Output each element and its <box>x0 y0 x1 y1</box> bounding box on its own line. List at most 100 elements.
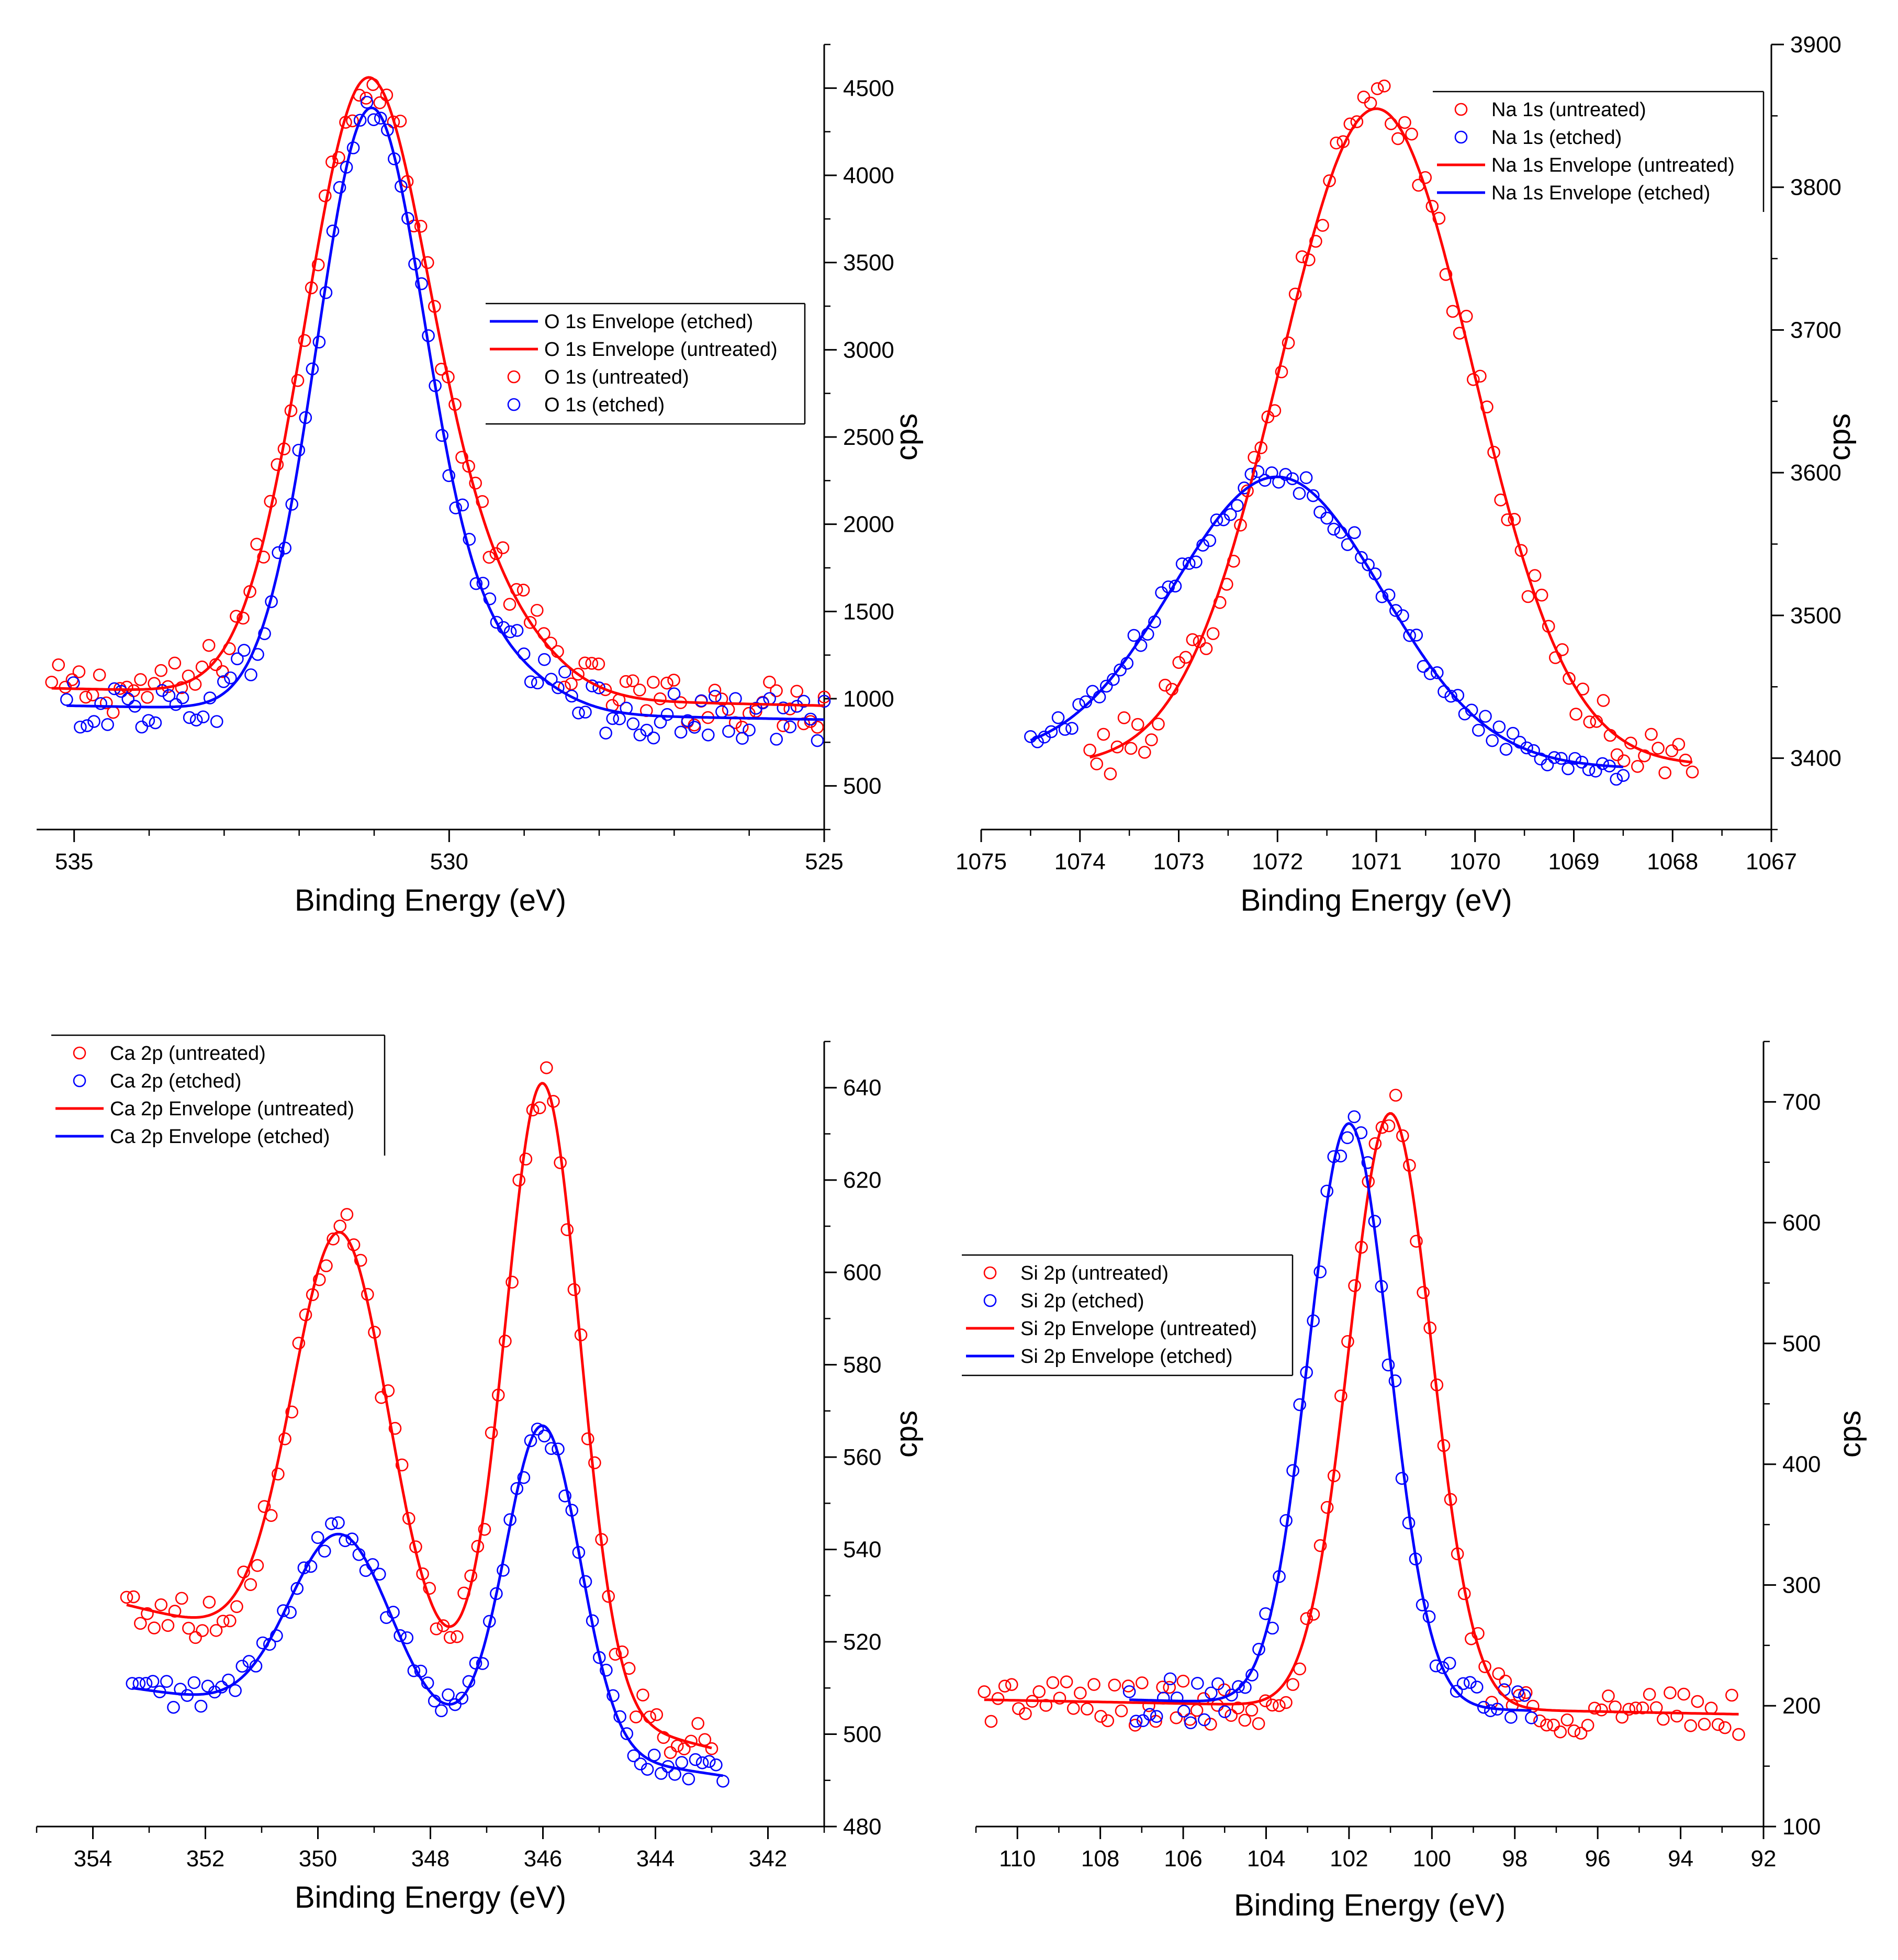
data-point <box>81 719 94 732</box>
data-point <box>209 1624 223 1637</box>
series-line-si2p_untreated <box>984 1112 1739 1716</box>
data-point <box>1211 1677 1225 1690</box>
legend-entry-label: Ca 2p (etched) <box>110 1070 241 1092</box>
data-point <box>395 1458 409 1472</box>
legend-entry-label: Na 1s (etched) <box>1491 127 1622 149</box>
chart-o1s: 535 530 525 500 1000 1500 2000 2500 3000 3500 4000… <box>37 43 924 917</box>
data-point <box>1039 1699 1053 1712</box>
data-point <box>244 668 257 681</box>
legend-entry-label: O 1s (untreated) <box>544 366 689 388</box>
y-axis-title: cps <box>1823 413 1857 461</box>
data-point <box>636 1688 649 1701</box>
data-point <box>237 611 250 625</box>
data-point <box>45 676 58 689</box>
data-point <box>1107 673 1120 686</box>
data-point <box>1273 1699 1286 1712</box>
data-point <box>537 1429 551 1443</box>
series-line-na1s_untreated <box>1090 107 1693 764</box>
data-point <box>1658 766 1671 779</box>
data-point <box>1163 1672 1177 1686</box>
data-point <box>367 113 380 126</box>
data-point <box>681 714 694 727</box>
series-points-si2p_untreated <box>978 1089 1745 1741</box>
data-point <box>149 716 162 730</box>
data-point <box>1330 136 1343 150</box>
data-point <box>1115 1704 1128 1718</box>
data-point <box>1492 720 1506 734</box>
data-point <box>1189 555 1203 568</box>
data-point <box>1205 1686 1218 1700</box>
data-point <box>674 725 688 739</box>
data-point <box>231 652 244 666</box>
series-line-ca2p_untreated <box>126 1082 712 1750</box>
legend-entry-label: Si 2p (etched) <box>1020 1290 1144 1312</box>
y-tick-label: 3600 <box>1790 460 1841 486</box>
data-point <box>312 1273 326 1286</box>
y-tick-label: 520 <box>843 1629 881 1655</box>
data-point <box>678 1742 691 1755</box>
data-point <box>1032 1685 1046 1698</box>
data-point <box>701 729 715 742</box>
data-point <box>1377 80 1391 93</box>
data-point <box>1286 1678 1299 1691</box>
x-tick-label: 1072 <box>1252 849 1303 875</box>
x-axis-title: Binding Energy (eV) <box>1240 883 1512 917</box>
x-tick-label: 100 <box>1413 1846 1451 1872</box>
data-point <box>1684 1719 1698 1732</box>
data-point <box>161 1619 175 1632</box>
data-point <box>1163 1681 1176 1694</box>
x-tick-label: 110 <box>999 1846 1036 1872</box>
data-point <box>1231 499 1244 512</box>
legend-marker-point <box>1454 130 1468 144</box>
data-point <box>1300 1612 1313 1626</box>
data-point <box>217 675 230 688</box>
data-point <box>1265 1698 1279 1712</box>
data-point <box>1170 1711 1183 1724</box>
data-point <box>93 668 106 681</box>
data-point <box>235 1660 249 1673</box>
y-tick-label: 600 <box>843 1260 881 1285</box>
y-tick-label: 3400 <box>1790 746 1841 771</box>
legend-entry-label: Ca 2p Envelope (untreated) <box>110 1098 354 1120</box>
data-point <box>1371 82 1384 95</box>
data-point <box>176 691 189 704</box>
data-point <box>1504 1711 1518 1724</box>
data-point <box>998 1679 1012 1693</box>
x-tick-label: 1069 <box>1548 849 1600 875</box>
data-point <box>682 1772 695 1786</box>
data-point <box>1574 1727 1588 1740</box>
y-tick-label: 400 <box>1782 1452 1821 1477</box>
data-point <box>1450 1685 1463 1698</box>
data-point <box>1629 1701 1643 1715</box>
data-point <box>52 658 65 671</box>
y-tick-label: 2500 <box>843 424 894 450</box>
x-tick-label: 1070 <box>1450 849 1501 875</box>
data-point <box>442 1688 455 1701</box>
data-point <box>694 694 708 708</box>
data-point <box>360 92 373 105</box>
data-point <box>770 684 783 698</box>
x-tick-label: 348 <box>411 1846 450 1872</box>
data-point <box>496 541 510 554</box>
data-point <box>578 656 592 670</box>
y-tick-label: 500 <box>843 1722 881 1748</box>
data-point <box>1065 722 1079 735</box>
x-tick-label: 94 <box>1668 1846 1693 1872</box>
data-point <box>1307 1608 1320 1621</box>
x-tick-label: 535 <box>55 849 93 875</box>
x-tick-label: 342 <box>749 1846 787 1872</box>
data-point <box>1143 1708 1156 1721</box>
data-point <box>640 723 654 737</box>
data-point <box>463 533 476 546</box>
data-point <box>1104 767 1117 780</box>
y-tick-label: 3800 <box>1790 175 1841 200</box>
data-point <box>783 720 797 734</box>
y-tick-label: 700 <box>1782 1089 1821 1115</box>
legend-marker-point <box>1454 103 1468 116</box>
data-point <box>503 598 516 611</box>
data-point <box>579 705 592 719</box>
data-point <box>1355 551 1368 564</box>
data-point <box>1456 1677 1470 1690</box>
data-point <box>1541 758 1554 771</box>
